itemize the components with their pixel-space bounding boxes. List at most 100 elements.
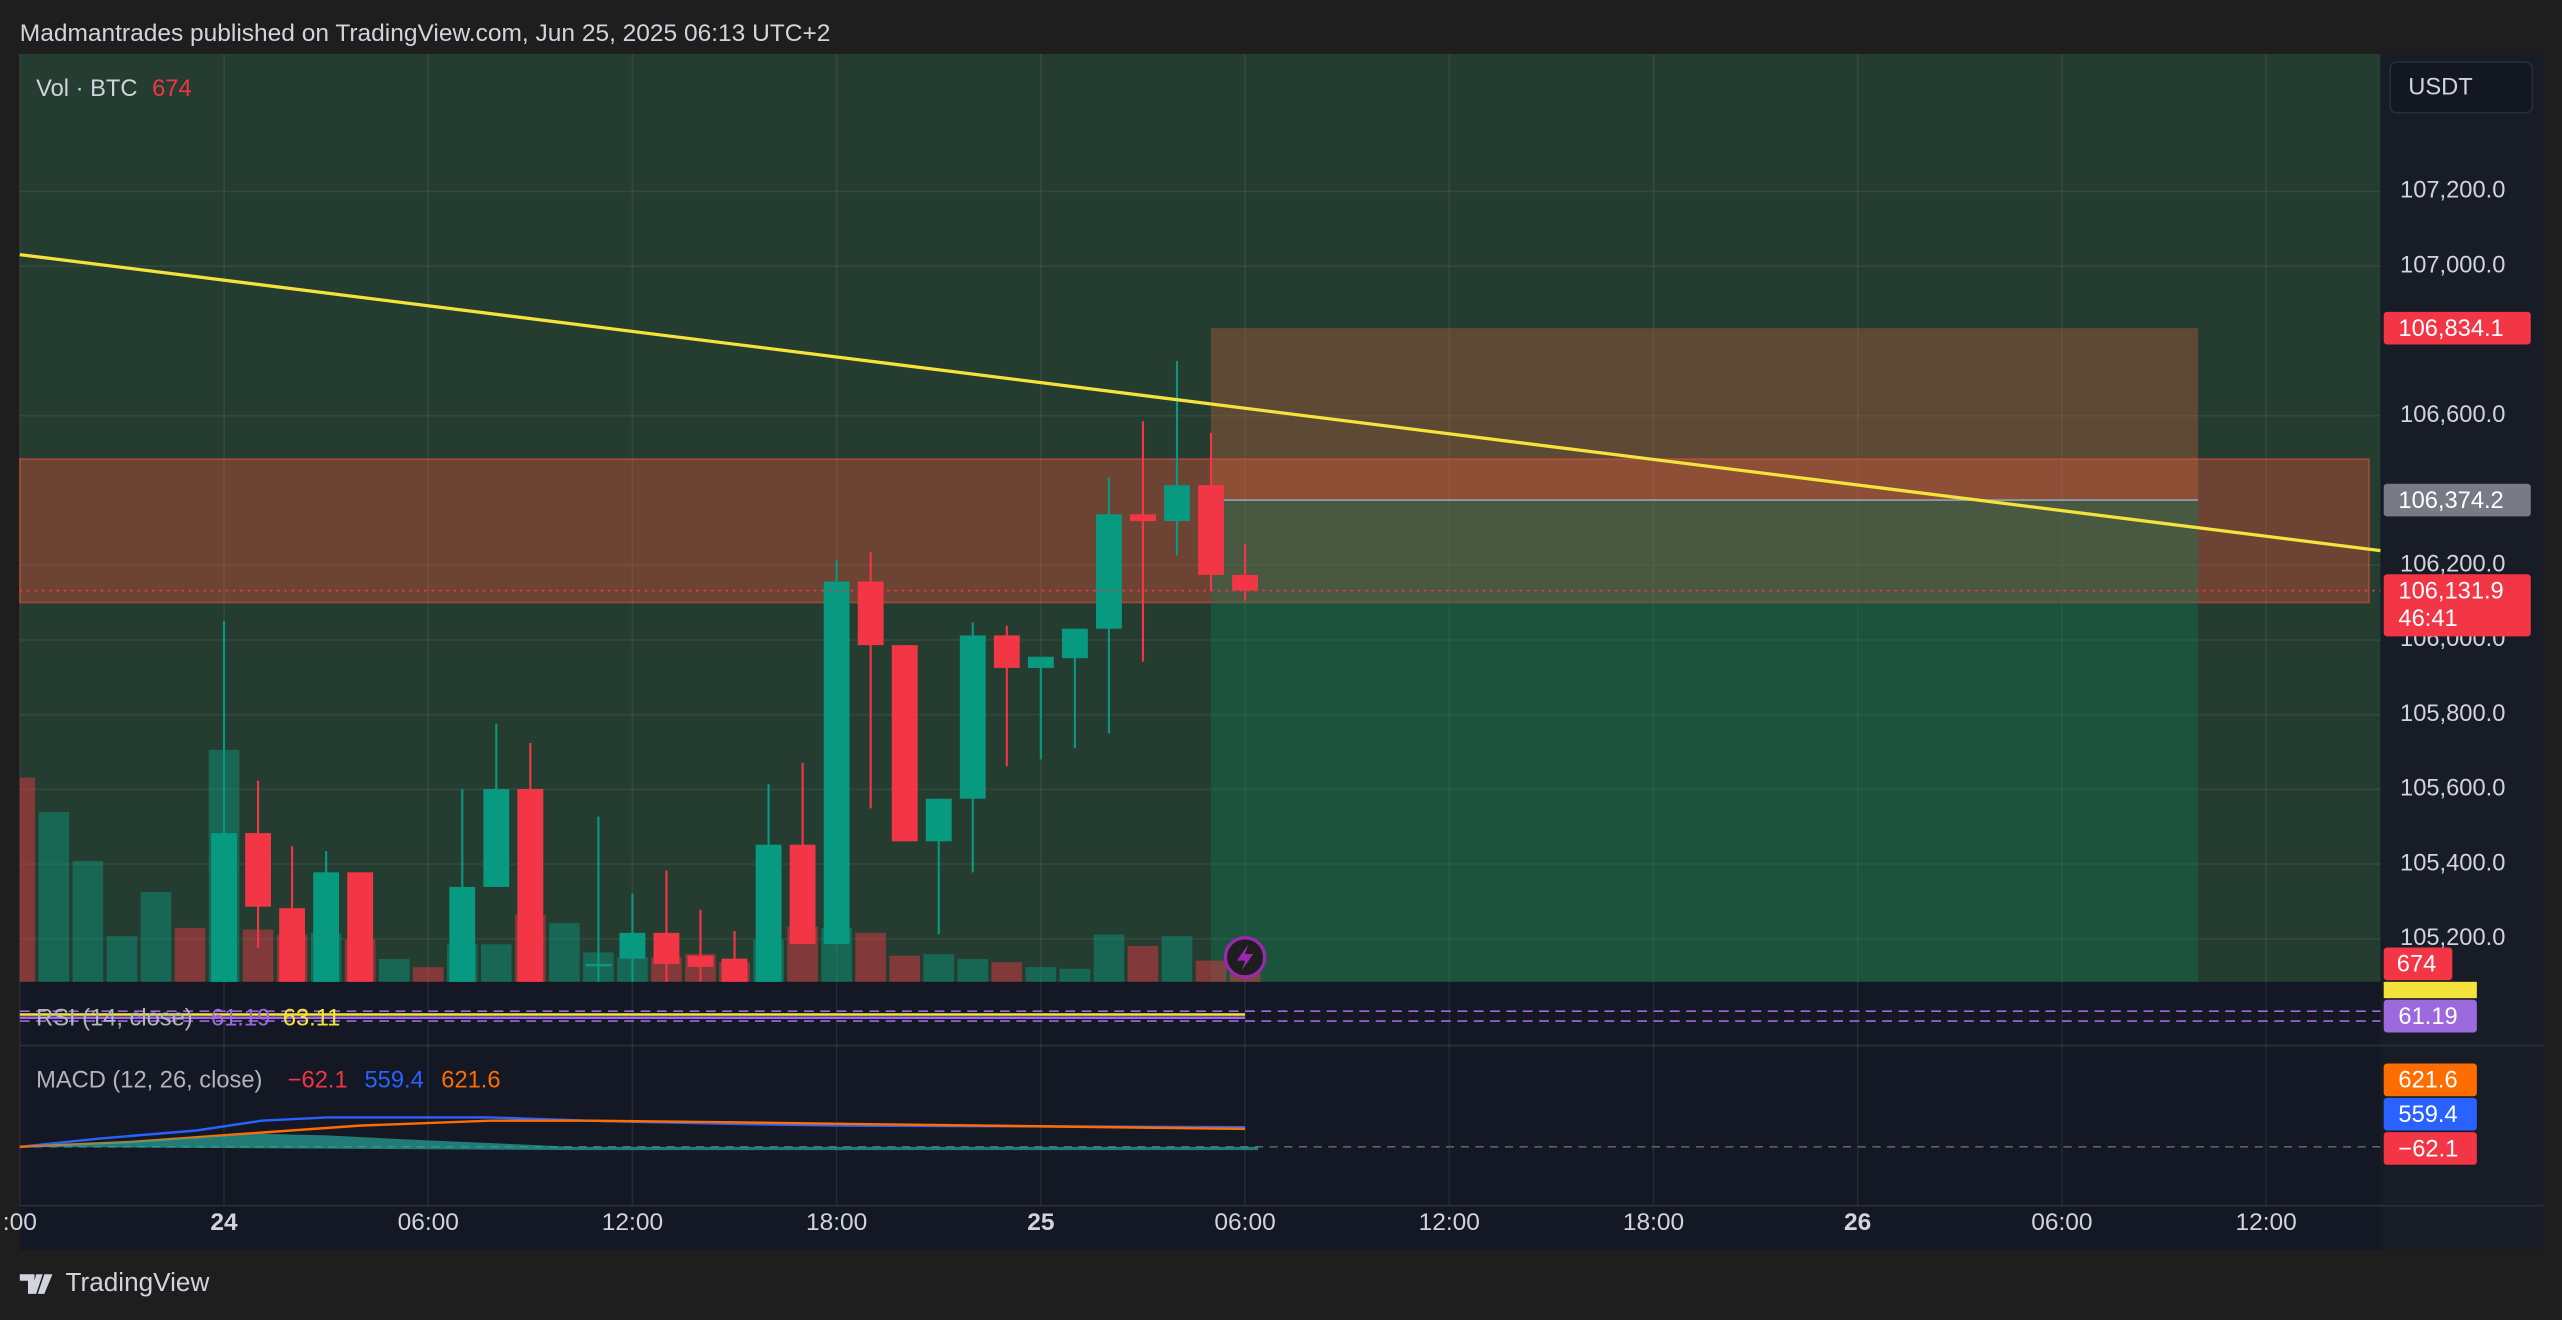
- price-label-box: [2383, 483, 2531, 517]
- candle-body: [585, 963, 612, 967]
- candle-body: [245, 833, 271, 907]
- last-price-box: [2383, 574, 2531, 637]
- rsi-label-box: [2383, 999, 2477, 1033]
- y-tick-label: 106,200.0: [2400, 551, 2505, 577]
- x-tick-label: 18:00: [806, 1209, 867, 1236]
- brand-name: TradingView: [66, 1267, 210, 1297]
- x-tick-label: 06:00: [2031, 1209, 2092, 1236]
- candle-body: [1061, 628, 1088, 659]
- candle-body: [211, 833, 237, 982]
- candle-body: [687, 955, 714, 967]
- candle-body: [517, 788, 544, 982]
- volume-bar: [855, 932, 886, 982]
- volume-bar: [1127, 945, 1159, 982]
- macd-legend-value: −62.1: [288, 1068, 348, 1094]
- y-tick-label: 105,600.0: [2400, 776, 2505, 802]
- x-tick-label: 06:00: [1214, 1209, 1275, 1236]
- candle-body: [755, 844, 782, 982]
- y-tick-label: 107,200.0: [2400, 178, 2505, 204]
- candle-body: [653, 932, 680, 964]
- currency-label: USDT: [2408, 74, 2472, 100]
- volume-bar: [19, 777, 36, 982]
- rsi-label: 61.19: [2398, 1004, 2457, 1030]
- volume-bar: [549, 923, 580, 982]
- candle-body: [925, 798, 952, 842]
- macd-title: MACD (12, 26, close): [36, 1068, 262, 1094]
- macd-histogram: [19, 1133, 1259, 1151]
- volume-bar: [1195, 960, 1227, 982]
- candle-body: [823, 581, 850, 945]
- last-price-label: 106,131.9: [2398, 578, 2503, 604]
- position-target-zone: [1211, 500, 2199, 982]
- price-label-box: [2383, 311, 2531, 345]
- macd-label: 559.4: [2398, 1102, 2457, 1128]
- candle-body: [1198, 485, 1224, 575]
- x-tick-label: 12:00: [2235, 1209, 2296, 1236]
- volume-bar: [106, 936, 138, 982]
- candle-body: [449, 886, 476, 982]
- candle-body: [959, 635, 986, 799]
- candle-body: [721, 958, 748, 982]
- y-tick-label: 105,400.0: [2400, 850, 2505, 876]
- event-icon-bolt: [1236, 944, 1254, 971]
- trendline: [19, 252, 2381, 553]
- volume-bar: [140, 891, 172, 982]
- candle-body: [483, 788, 510, 887]
- volume-bar: [38, 811, 70, 982]
- candle-body: [789, 844, 816, 945]
- currency-button[interactable]: [2389, 61, 2534, 114]
- candle-body: [1130, 514, 1156, 522]
- volume-bar: [889, 955, 921, 982]
- volume-label-box: [2383, 947, 2453, 981]
- macd-legend-value: 621.6: [441, 1068, 500, 1094]
- volume-bar: [174, 927, 206, 982]
- publisher-line: Madmantrades published on TradingView.co…: [20, 20, 831, 47]
- price-axis: [2380, 53, 2543, 1250]
- volume-bar: [1161, 936, 1193, 982]
- candle-body: [347, 872, 374, 982]
- rsi-legend-value: 63.11: [283, 1006, 340, 1032]
- candle-body: [1095, 514, 1122, 629]
- candle-body: [313, 872, 340, 982]
- x-tick-label: 06:00: [398, 1209, 459, 1236]
- rsi-lines: [19, 1010, 2381, 1022]
- candle-body: [857, 581, 884, 646]
- macd-line: [19, 1116, 1246, 1149]
- volume-bar: [1093, 934, 1125, 982]
- candle-body: [279, 908, 306, 982]
- macd-label-box: [2383, 1097, 2477, 1131]
- x-tick-label: 18:00: [1623, 1209, 1684, 1236]
- x-tick-label: :00: [3, 1209, 37, 1236]
- rsi-title: RSI (14, close): [36, 1006, 193, 1032]
- x-tick-label: 12:00: [602, 1209, 663, 1236]
- volume-title: Vol · BTC: [36, 76, 137, 102]
- x-tick-label: 24: [210, 1209, 238, 1236]
- volume-bar: [1059, 968, 1091, 982]
- candle-body: [993, 635, 1020, 668]
- y-tick-label: 105,200.0: [2400, 925, 2505, 951]
- candle-body: [891, 645, 918, 842]
- y-tick-label: 107,000.0: [2400, 252, 2505, 278]
- y-tick-label: 105,800.0: [2400, 701, 2505, 727]
- macd-label-box: [2383, 1132, 2477, 1165]
- rsi-label-box: [2383, 981, 2477, 999]
- macd-legend-value: 559.4: [365, 1068, 424, 1094]
- brand-logo: [19, 1274, 53, 1294]
- volume-label: 674: [2397, 952, 2437, 978]
- resistance-zone: [18, 458, 2370, 604]
- x-tick-label: 25: [1027, 1209, 1054, 1236]
- price-label: 106,834.1: [2398, 316, 2503, 342]
- x-tick-label: 26: [1844, 1209, 1871, 1236]
- volume-bar: [378, 958, 410, 982]
- y-tick-label: 106,600.0: [2400, 402, 2505, 428]
- volume-bar: [72, 860, 104, 982]
- rsi-legend-value: 61.19: [211, 1006, 270, 1032]
- countdown-label: 46:41: [2398, 606, 2457, 632]
- macd-label-box: [2383, 1063, 2477, 1097]
- indicator-panes: [19, 981, 2381, 1250]
- volume-bar: [412, 967, 444, 982]
- price-label: 106,374.2: [2398, 488, 2503, 514]
- volume-bar: [480, 944, 512, 982]
- candle-body: [1232, 574, 1258, 591]
